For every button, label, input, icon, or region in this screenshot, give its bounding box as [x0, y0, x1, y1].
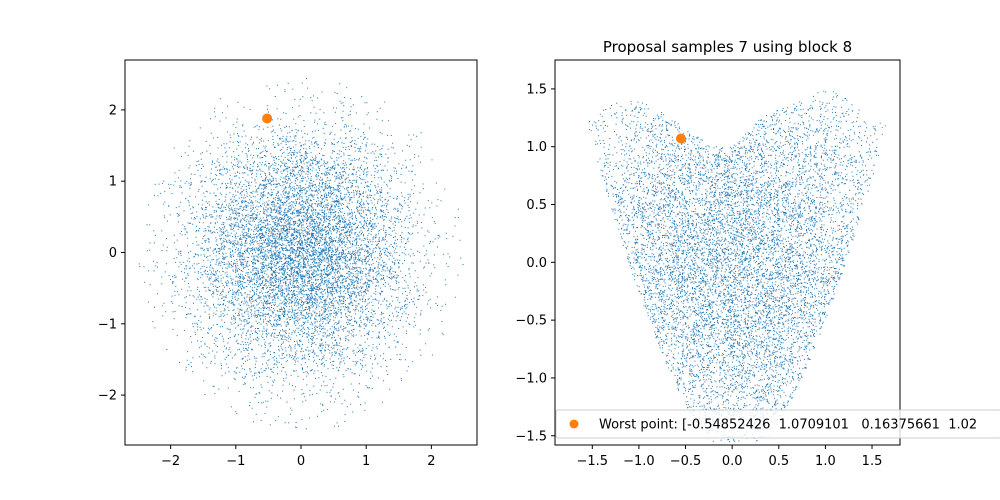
- left-y-axis: −2 −1 0 1 2: [98, 103, 125, 404]
- y-tick-label: 1: [109, 175, 117, 190]
- x-tick-label: 0.0: [722, 454, 743, 469]
- x-tick-label: 1: [362, 454, 370, 469]
- legend: Worst point: [-0.54852426 1.0709101 0.16…: [555, 409, 1000, 439]
- x-tick-label: 1.0: [815, 454, 836, 469]
- right-y-axis: −1.5 −1.0 −0.5 0.0 0.5 1.0 1.5: [515, 82, 555, 444]
- right-sample-cloud: [588, 90, 886, 443]
- legend-box: [555, 409, 1000, 439]
- left-subplot: −2 −1 0 1 2 −2 −1 0 1 2: [98, 59, 478, 469]
- y-tick-label: 2: [109, 103, 117, 118]
- left-x-axis: −2 −1 0 1 2: [161, 445, 436, 469]
- y-tick-label: 0.5: [526, 198, 547, 213]
- legend-worst-point-label: Worst point: [-0.54852426 1.0709101 0.16…: [599, 418, 977, 433]
- x-tick-label: −1: [226, 454, 245, 469]
- worst-point-marker: [675, 133, 686, 144]
- right-worst-point-layer: [675, 133, 686, 144]
- x-tick-label: −1.0: [623, 454, 655, 469]
- y-tick-label: 0: [109, 246, 117, 261]
- x-tick-label: 0: [297, 454, 305, 469]
- right-x-axis: −1.5 −1.0 −0.5 0.0 0.5 1.0 1.5: [577, 445, 883, 469]
- x-tick-label: 0.5: [768, 454, 789, 469]
- worst-point-marker: [262, 113, 273, 124]
- y-tick-label: −1: [98, 317, 117, 332]
- y-tick-label: −1.5: [515, 429, 547, 444]
- y-tick-label: 0.0: [526, 256, 547, 271]
- y-tick-label: −0.5: [515, 314, 547, 329]
- y-tick-label: 1.0: [526, 140, 547, 155]
- y-tick-label: −2: [98, 389, 117, 404]
- left-worst-point-layer: [262, 113, 273, 124]
- y-tick-label: −1.0: [515, 371, 547, 386]
- x-tick-label: 1.5: [862, 454, 883, 469]
- right-subplot: Proposal samples 7 using block 8 −1.5 −1.…: [515, 38, 1000, 469]
- legend-worst-point-marker: [569, 419, 579, 429]
- x-tick-label: 2: [427, 454, 435, 469]
- sample-points: [588, 90, 886, 443]
- right-chart-title: Proposal samples 7 using block 8: [603, 38, 852, 56]
- x-tick-label: −0.5: [670, 454, 702, 469]
- x-tick-label: −1.5: [577, 454, 609, 469]
- right-axes-frame: [554, 59, 901, 446]
- y-tick-label: 1.5: [526, 82, 547, 97]
- x-tick-label: −2: [161, 454, 180, 469]
